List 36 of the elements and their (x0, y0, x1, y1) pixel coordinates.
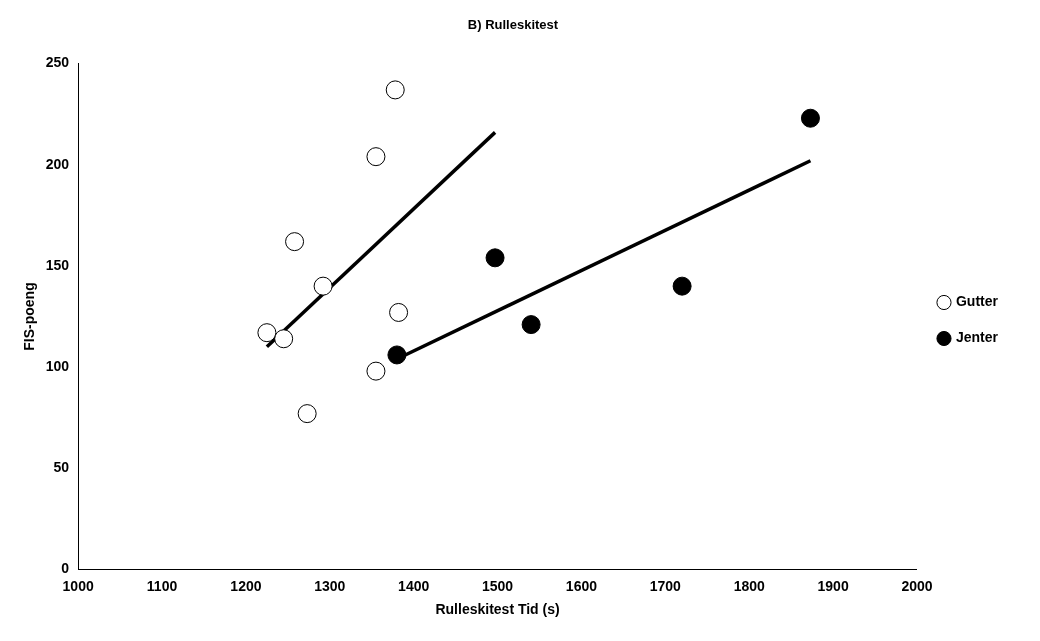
point (274, 329, 294, 349)
x-tick-label: 1500 (481, 577, 514, 594)
point (366, 361, 386, 381)
chart-title: B) Rulleskitest (467, 17, 559, 33)
point (389, 302, 409, 322)
x-tick-label: 1600 (565, 577, 598, 594)
point (521, 315, 541, 335)
y-tick-label: 50 (53, 459, 70, 476)
x-tick-label: 1100 (146, 577, 178, 594)
y-tick-label: 250 (45, 54, 70, 71)
point (485, 248, 505, 268)
point (800, 108, 820, 128)
y-tick-label: 100 (45, 357, 70, 374)
point (672, 276, 692, 296)
x-tick-label: 1800 (733, 577, 765, 594)
point (285, 232, 305, 252)
x-tick-label: 1900 (817, 577, 849, 594)
point (313, 276, 333, 296)
legend-label: Jenter (955, 329, 999, 346)
point (387, 345, 407, 365)
x-tick-label: 1700 (649, 577, 682, 594)
y-tick-label: 200 (45, 155, 70, 172)
x-axis-title: Rulleskitest Tid (s) (435, 601, 560, 618)
y-tick-label: 0 (61, 560, 70, 577)
point (385, 80, 405, 100)
x-tick-label: 1400 (398, 577, 430, 594)
point (257, 323, 277, 343)
legend-label: Gutter (955, 293, 999, 310)
y-axis-title: FIS-poeng (21, 282, 38, 351)
x-tick-label: 2000 (901, 577, 933, 594)
y-tick-label: 150 (45, 256, 70, 273)
point (297, 404, 317, 424)
point (366, 147, 386, 167)
x-tick-label: 1300 (314, 577, 346, 594)
x-tick-label: 1200 (230, 577, 262, 594)
x-tick-label: 1000 (62, 577, 94, 594)
